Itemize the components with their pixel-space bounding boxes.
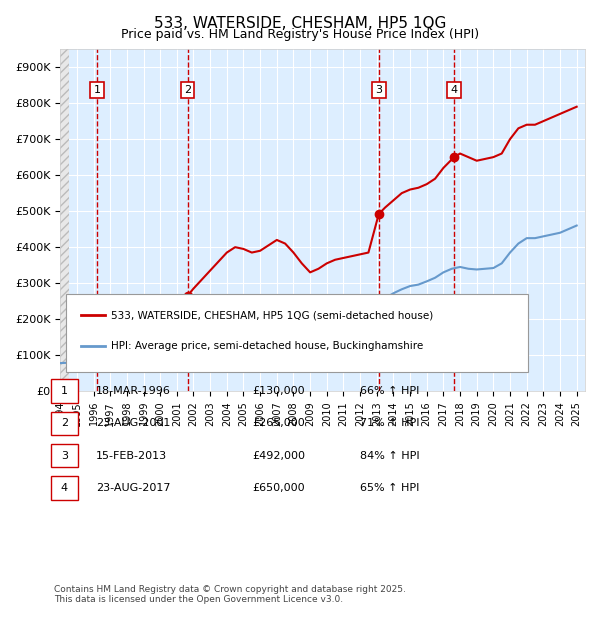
- Text: £130,000: £130,000: [252, 386, 305, 396]
- Text: 533, WATERSIDE, CHESHAM, HP5 1QG: 533, WATERSIDE, CHESHAM, HP5 1QG: [154, 16, 446, 30]
- Text: 2: 2: [184, 85, 191, 95]
- Text: 4: 4: [61, 483, 68, 493]
- Text: HPI: Average price, semi-detached house, Buckinghamshire: HPI: Average price, semi-detached house,…: [111, 342, 423, 352]
- Text: 533, WATERSIDE, CHESHAM, HP5 1QG (semi-detached house): 533, WATERSIDE, CHESHAM, HP5 1QG (semi-d…: [111, 310, 433, 320]
- Bar: [60, 49, 68, 391]
- Text: Price paid vs. HM Land Registry's House Price Index (HPI): Price paid vs. HM Land Registry's House …: [121, 28, 479, 41]
- Text: £650,000: £650,000: [252, 483, 305, 493]
- Text: 23-AUG-2001: 23-AUG-2001: [96, 418, 170, 428]
- Text: 2: 2: [61, 418, 68, 428]
- Text: 65% ↑ HPI: 65% ↑ HPI: [360, 483, 419, 493]
- Text: 1: 1: [61, 386, 68, 396]
- Text: £265,000: £265,000: [252, 418, 305, 428]
- Text: 4: 4: [451, 85, 458, 95]
- Text: 71% ↑ HPI: 71% ↑ HPI: [360, 418, 419, 428]
- Text: 3: 3: [61, 451, 68, 461]
- Text: Contains HM Land Registry data © Crown copyright and database right 2025.
This d: Contains HM Land Registry data © Crown c…: [54, 585, 406, 604]
- Text: 23-AUG-2017: 23-AUG-2017: [96, 483, 170, 493]
- Text: 3: 3: [375, 85, 382, 95]
- Text: 18-MAR-1996: 18-MAR-1996: [96, 386, 171, 396]
- Text: 84% ↑ HPI: 84% ↑ HPI: [360, 451, 419, 461]
- Text: £492,000: £492,000: [252, 451, 305, 461]
- Text: 66% ↑ HPI: 66% ↑ HPI: [360, 386, 419, 396]
- Text: 15-FEB-2013: 15-FEB-2013: [96, 451, 167, 461]
- Text: 1: 1: [94, 85, 101, 95]
